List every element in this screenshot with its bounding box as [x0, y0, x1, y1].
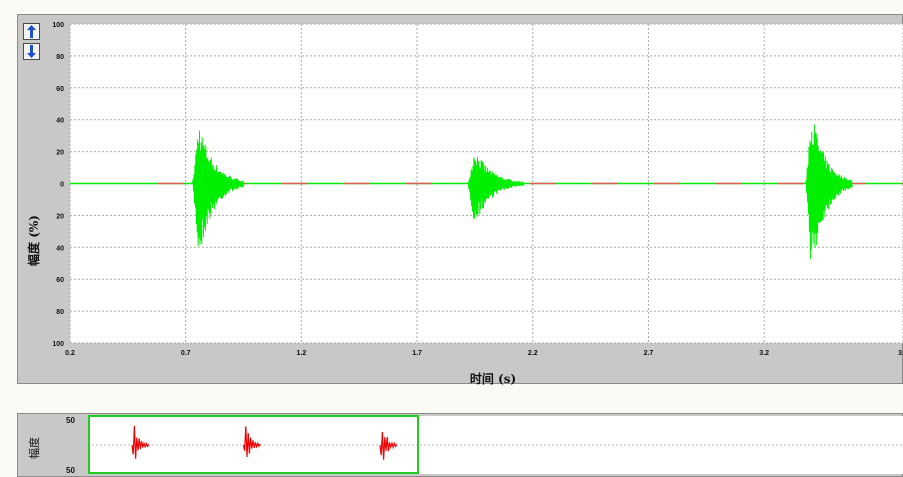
y-tick-label: 60: [56, 277, 64, 284]
x-tick-label: 0.7: [181, 350, 191, 357]
x-tick-label: 1.7: [412, 350, 422, 357]
x-tick-label: 2.2: [528, 350, 538, 357]
overview-burst: [242, 426, 261, 458]
x-tick-label: 1.2: [297, 350, 307, 357]
overview-y-bottom-label: 50: [66, 466, 75, 475]
zoom-out-button[interactable]: [23, 43, 40, 60]
overview-area: [88, 416, 903, 474]
x-tick-label: 2.7: [644, 350, 654, 357]
y-tick-label: 60: [56, 86, 64, 93]
x-tick-label: 0.2: [65, 350, 75, 357]
zoom-in-button[interactable]: [23, 23, 40, 40]
x-tick-label: 3.8: [898, 350, 903, 357]
signal-burst: [192, 130, 244, 247]
y-tick-label: 20: [56, 213, 64, 220]
signal-burst: [467, 156, 524, 219]
y-tick-label: 40: [56, 245, 64, 252]
y-tick-label: 80: [56, 54, 64, 61]
y-tick-label: 80: [56, 309, 64, 316]
x-axis-label: 时间 (s): [469, 372, 517, 386]
arrow-up-icon: [27, 25, 36, 38]
signal-burst: [805, 124, 853, 259]
y-tick-label: 0: [60, 182, 64, 189]
overview-burst: [379, 431, 398, 460]
y-tick-label: 100: [52, 341, 64, 348]
x-tick-label: 3.2: [759, 350, 769, 357]
y-tick-label: 100: [52, 22, 64, 29]
overview-burst: [131, 425, 150, 459]
y-tick-label: 40: [56, 118, 64, 125]
overview-selection-window: [88, 415, 419, 474]
y-tick-label: 20: [56, 150, 64, 157]
arrow-down-icon: [27, 45, 36, 58]
overview-y-top-label: 50: [66, 416, 75, 425]
